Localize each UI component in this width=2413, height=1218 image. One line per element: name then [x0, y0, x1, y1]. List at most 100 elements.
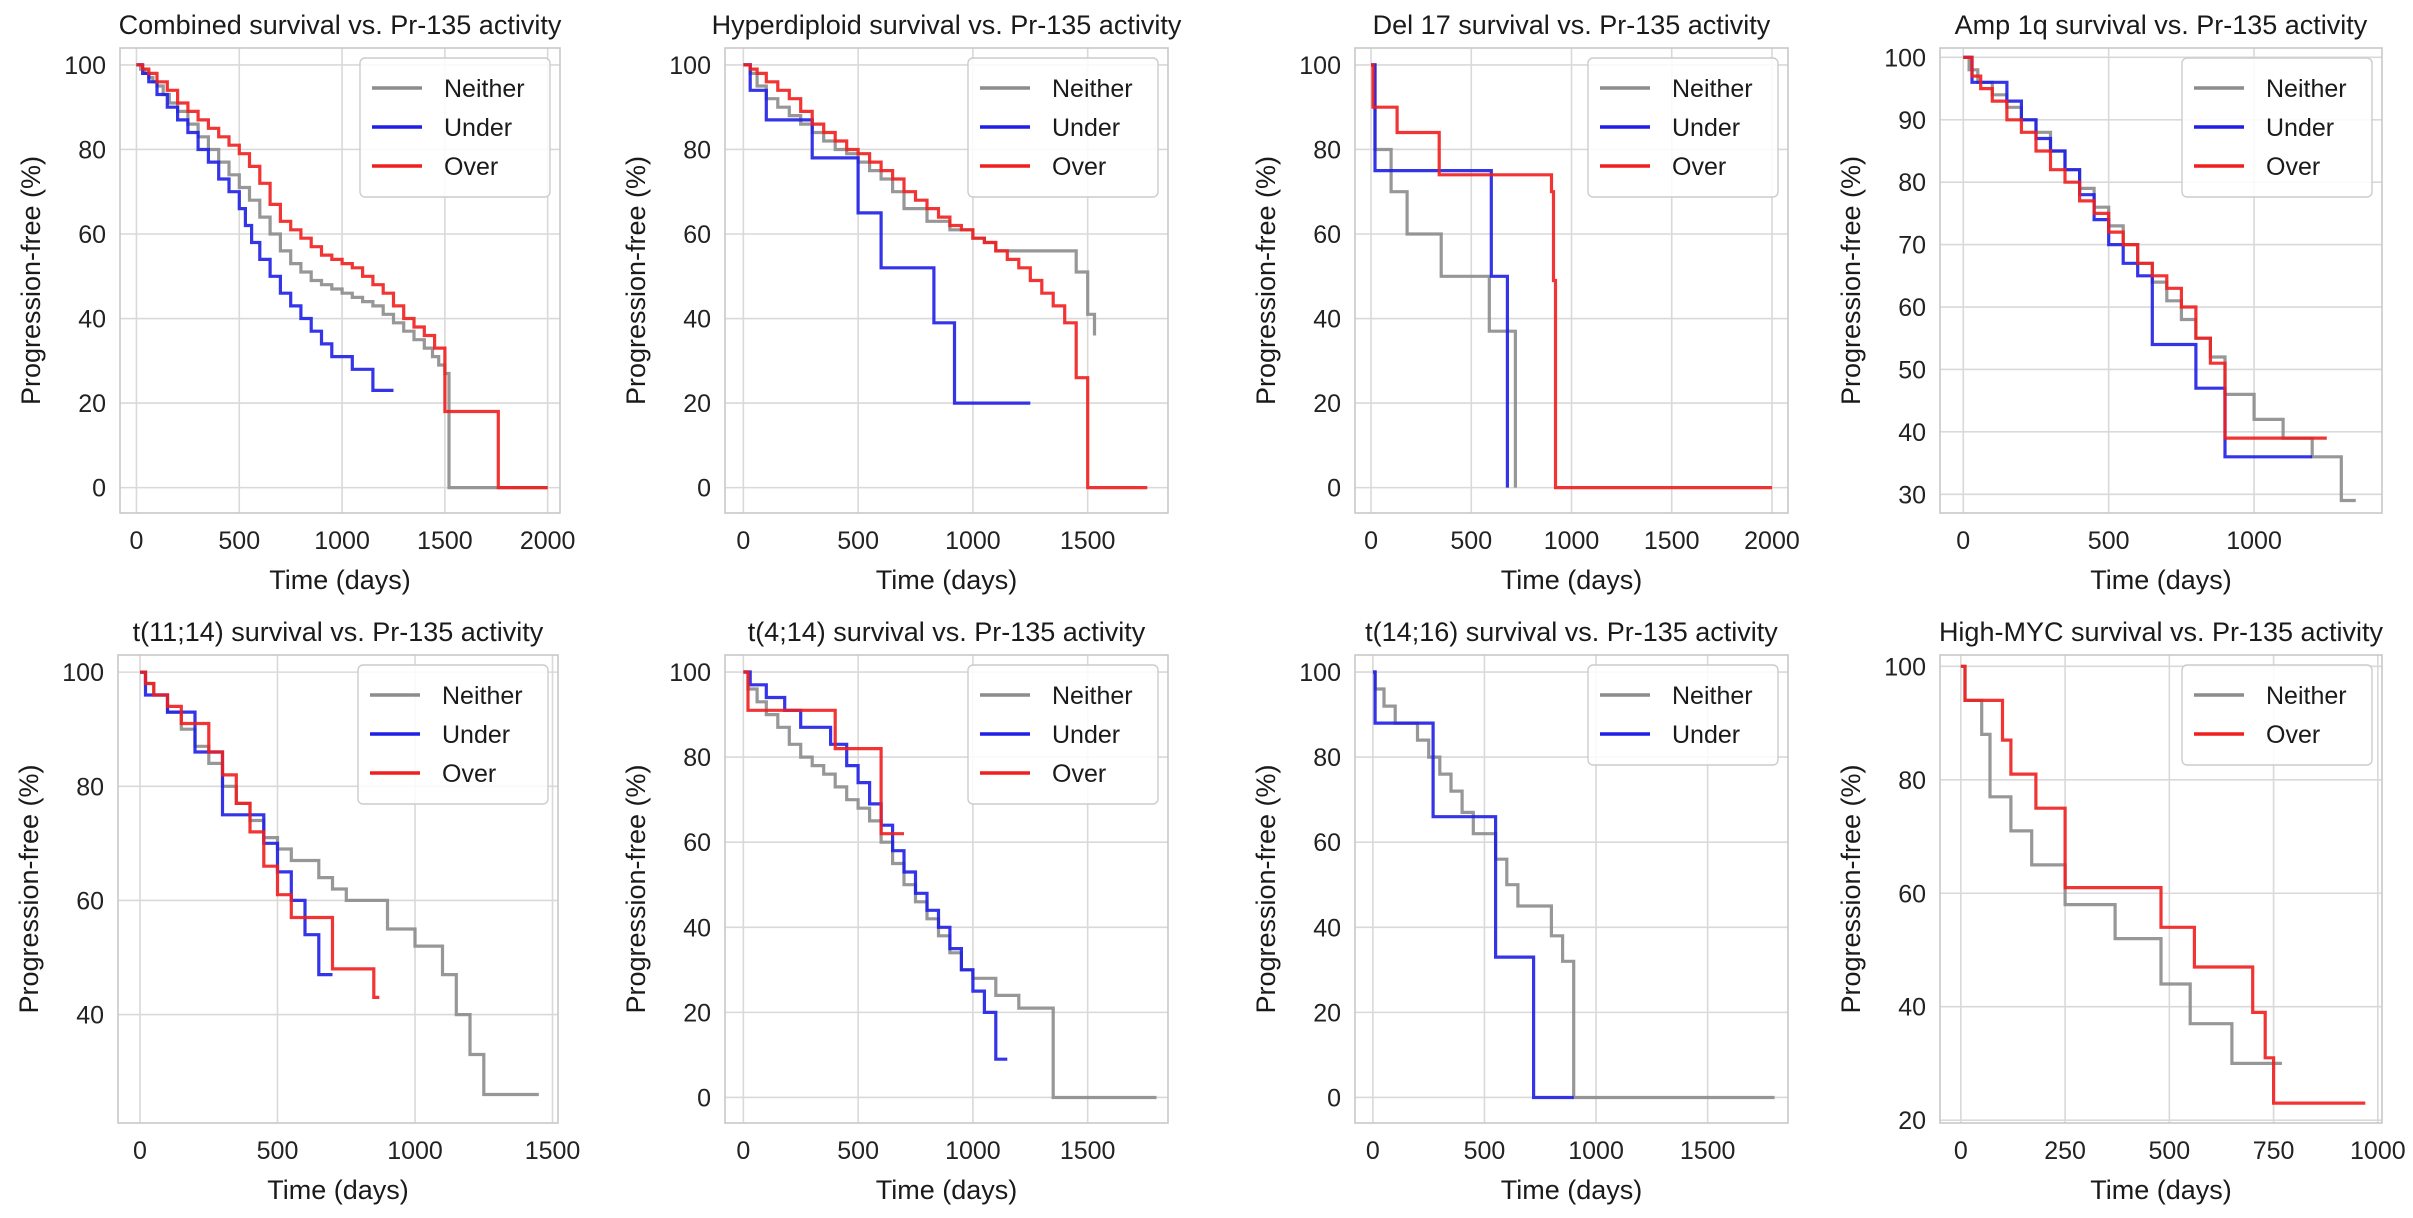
legend-label-neither: Neither [442, 682, 523, 710]
chart-panel: 0 500 1000 30 40 50 60 70 80 90 100 Amp 1q survival… [1836, 10, 2383, 595]
x-axis-label: Time (days) [876, 565, 1018, 595]
plot-frame [117, 654, 559, 1124]
x-axis-label: Time (days) [876, 1175, 1018, 1205]
series-line-over [1371, 63, 1772, 490]
legend-label-under: Under [1052, 114, 1120, 142]
y-tick-label: 100 [1299, 659, 1341, 687]
chart-panel: 0 500 1000 1500 0 20 40 60 80 100 t(14;16) surviva… [1251, 617, 1789, 1205]
y-tick-label: 80 [1313, 744, 1341, 772]
x-tick-label: 0 [736, 1137, 750, 1165]
series-line-over [1963, 55, 2327, 440]
x-tick-label: 1000 [1568, 1137, 1624, 1165]
series-line-over [1960, 664, 2366, 1105]
chart-title: Del 17 survival vs. Pr-135 activity [1373, 10, 1771, 40]
x-tick-label: 1000 [2226, 527, 2282, 555]
series-line-neither [1960, 664, 2282, 1065]
legend-label-neither: Neither [1672, 682, 1753, 710]
y-tick-label: 80 [1313, 136, 1341, 164]
x-axis-label: Time (days) [1501, 565, 1643, 595]
chart-title: Combined survival vs. Pr-135 activity [119, 10, 562, 40]
y-tick-label: 60 [76, 887, 104, 915]
chart-title: t(4;14) survival vs. Pr-135 activity [748, 617, 1146, 647]
x-tick-label: 1500 [1644, 527, 1700, 555]
legend-box [2181, 664, 2373, 766]
y-tick-label: 0 [697, 475, 711, 503]
legend-label-under: Under [444, 114, 512, 142]
y-tick-label: 60 [1898, 294, 1926, 322]
x-tick-label: 0 [133, 1137, 147, 1165]
x-axis-label: Time (days) [269, 565, 411, 595]
legend: Neither Under Over [357, 664, 549, 805]
y-tick-label: 0 [1327, 1084, 1341, 1112]
x-axis-label: Time (days) [267, 1175, 409, 1205]
y-axis-label: Progression-free (%) [1836, 764, 1866, 1013]
legend-label-neither: Neither [2266, 75, 2347, 103]
x-tick-label: 1000 [314, 527, 370, 555]
series-line-under [1372, 670, 1574, 1100]
x-tick-label: 0 [1956, 527, 1970, 555]
y-tick-label: 100 [669, 659, 711, 687]
series-line-neither [743, 63, 1097, 336]
y-tick-label: 20 [78, 390, 106, 418]
x-axis-label: Time (days) [2090, 1175, 2232, 1205]
legend-box [2181, 57, 2373, 198]
plot-frame [724, 654, 1169, 1124]
y-tick-label: 60 [78, 221, 106, 249]
plot-frame [1354, 654, 1789, 1124]
y-tick-label: 40 [683, 914, 711, 942]
y-tick-label: 80 [76, 773, 104, 801]
series-line-under [136, 63, 394, 392]
y-axis-label: Progression-free (%) [14, 764, 44, 1013]
y-tick-label: 60 [1898, 880, 1926, 908]
y-tick-label: 40 [683, 306, 711, 334]
series-line-under [1371, 63, 1509, 488]
chart-panel: 0 500 1000 1500 40 60 80 100 t(11;14) survival v… [14, 617, 580, 1205]
chart-panel: 0 500 1000 1500 2000 0 20 40 60 80 100 Combined sur… [16, 10, 575, 595]
legend-label-neither: Neither [444, 75, 525, 103]
x-tick-label: 250 [2044, 1137, 2086, 1165]
y-tick-label: 20 [1313, 390, 1341, 418]
y-tick-label: 40 [1898, 994, 1926, 1022]
x-tick-label: 500 [1464, 1137, 1506, 1165]
chart-panel: 0 250 500 750 1000 20 40 60 80 100 High-MYC surviv… [1836, 617, 2406, 1205]
series-line-over [743, 670, 904, 836]
legend-label-over: Over [2266, 153, 2320, 181]
x-tick-label: 1000 [2350, 1137, 2406, 1165]
series-line-over [743, 63, 1148, 490]
plot-frame [1939, 47, 2383, 514]
legend-label-under: Under [1672, 114, 1740, 142]
chart-title: Amp 1q survival vs. Pr-135 activity [1955, 10, 2368, 40]
x-tick-label: 0 [1364, 527, 1378, 555]
legend-box [967, 57, 1159, 198]
y-tick-label: 20 [683, 999, 711, 1027]
y-axis-label: Progression-free (%) [621, 156, 651, 405]
y-tick-label: 40 [76, 1002, 104, 1030]
legend-label-under: Under [442, 721, 510, 749]
chart-title: t(14;16) survival vs. Pr-135 activity [1365, 617, 1778, 647]
plot-frame [1939, 654, 2383, 1124]
y-axis-label: Progression-free (%) [621, 764, 651, 1013]
legend-label-under: Under [1672, 721, 1740, 749]
y-tick-label: 100 [669, 52, 711, 80]
y-tick-label: 100 [62, 659, 104, 687]
legend-box [967, 664, 1159, 805]
y-tick-label: 80 [78, 136, 106, 164]
y-tick-label: 60 [1313, 829, 1341, 857]
y-tick-label: 80 [1898, 767, 1926, 795]
plot-frame [119, 47, 561, 514]
legend-label-under: Under [2266, 114, 2334, 142]
legend-label-under: Under [1052, 721, 1120, 749]
plot-frame [724, 47, 1169, 514]
x-tick-label: 1000 [945, 1137, 1001, 1165]
series-line-neither [1372, 670, 1775, 1100]
y-tick-label: 100 [64, 52, 106, 80]
y-tick-label: 20 [1313, 999, 1341, 1027]
legend-label-neither: Neither [1052, 75, 1133, 103]
y-tick-label: 60 [683, 829, 711, 857]
legend: Neither Under Over [2181, 57, 2373, 198]
chart-title: High-MYC survival vs. Pr-135 activity [1939, 617, 2384, 647]
x-tick-label: 1000 [1544, 527, 1600, 555]
y-axis-label: Progression-free (%) [1836, 156, 1866, 405]
chart-panel: 0 500 1000 1500 0 20 40 60 80 100 t(4;14) survival… [621, 617, 1169, 1205]
x-tick-label: 1000 [387, 1137, 443, 1165]
